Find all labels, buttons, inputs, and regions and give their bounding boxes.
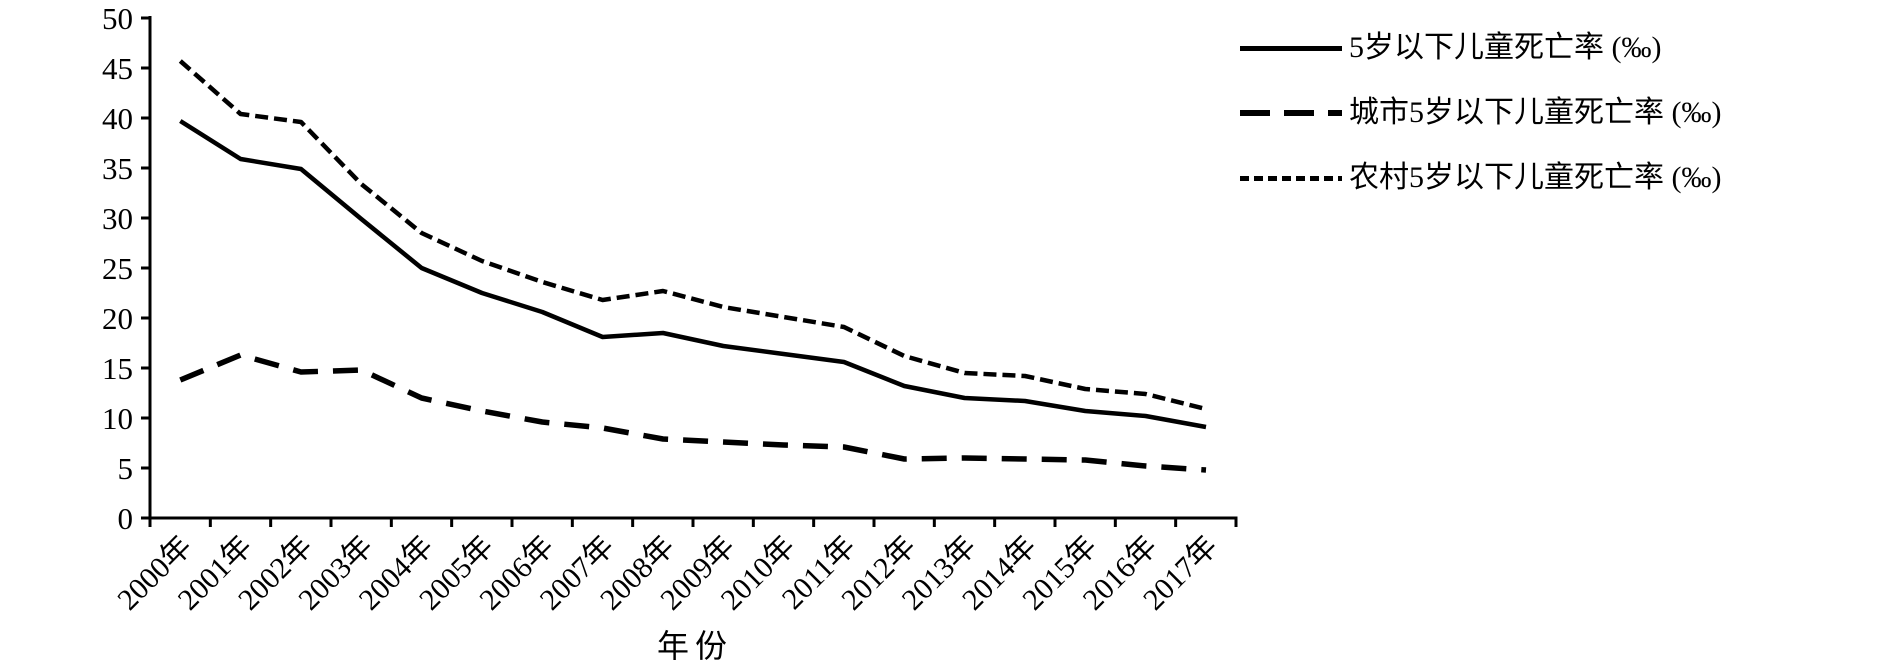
legend: 5岁以下儿童死亡率 (‰) 城市5岁以下儿童死亡率 (‰) 农村5岁以下儿童死亡… [1240,26,1721,221]
legend-short-dash-line-sample [1240,175,1342,181]
x-axis-title: 年份 [656,628,733,664]
legend-item-rural: 农村5岁以下儿童死亡率 (‰) [1240,156,1721,200]
legend-label-overall: 5岁以下儿童死亡率 (‰) [1349,31,1662,64]
legend-label-rural: 农村5岁以下儿童死亡率 (‰) [1349,161,1722,194]
y-tick-label: 40 [102,101,133,136]
series-rural-line [178,59,1207,412]
y-tick-label: 30 [102,201,133,236]
legend-label-urban: 城市5岁以下儿童死亡率 (‰) [1349,96,1722,129]
series-overall-line [179,119,1207,430]
y-tick-label: 15 [102,351,133,386]
y-tick-label: 10 [102,401,133,436]
legend-item-urban: 城市5岁以下儿童死亡率 (‰) [1240,91,1721,135]
y-tick-label: 50 [102,1,133,36]
legend-long-dash-line-sample [1240,110,1342,116]
y-tick-label: 5 [118,451,134,486]
series-urban-line [179,352,1207,473]
y-tick-label: 45 [102,51,133,86]
legend-solid-line-sample [1240,45,1342,51]
y-tick-label: 35 [102,151,133,186]
y-tick-label: 20 [102,301,133,336]
y-tick-label: 25 [102,251,133,286]
legend-item-overall: 5岁以下儿童死亡率 (‰) [1240,26,1721,70]
y-tick-label: 0 [118,501,134,536]
